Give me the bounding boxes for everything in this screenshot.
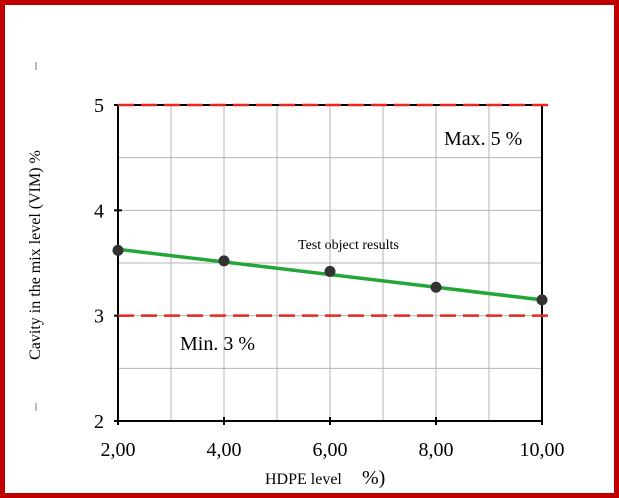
y-tick-label: 3 xyxy=(94,306,104,328)
y-axis-label: Cavity in the mix level (VIM) % xyxy=(27,150,44,360)
series-group xyxy=(112,244,548,306)
y-tick-label: 4 xyxy=(94,200,104,222)
data-point xyxy=(218,255,230,267)
data-point xyxy=(112,244,124,256)
x-axis-label-suffix: %) xyxy=(362,467,385,489)
x-tick-label: 6,00 xyxy=(313,439,348,461)
y-tick-labels: 2 3 4 5 xyxy=(94,95,104,433)
max-reference-label: Max. 5 % xyxy=(444,128,522,150)
min-reference-label: Min. 3 % xyxy=(180,333,255,355)
x-tick-label: 4,00 xyxy=(207,439,242,461)
x-axis-label: HDPE level xyxy=(265,471,342,488)
y-tick-label: 2 xyxy=(94,411,104,433)
y-tick-label: 5 xyxy=(94,95,104,117)
x-tick-label: 10,00 xyxy=(520,439,565,461)
data-point xyxy=(430,281,442,293)
x-tick-labels: 2,00 4,00 6,00 8,00 10,00 xyxy=(101,439,565,461)
x-tick-label: 8,00 xyxy=(419,439,454,461)
series-annotation: Test object results xyxy=(298,238,399,253)
reference-lines xyxy=(118,103,552,317)
grid-lines xyxy=(118,105,542,421)
x-tick-label: 2,00 xyxy=(101,439,136,461)
tick-marks xyxy=(114,104,543,425)
data-point xyxy=(536,294,548,306)
data-point xyxy=(324,265,336,277)
